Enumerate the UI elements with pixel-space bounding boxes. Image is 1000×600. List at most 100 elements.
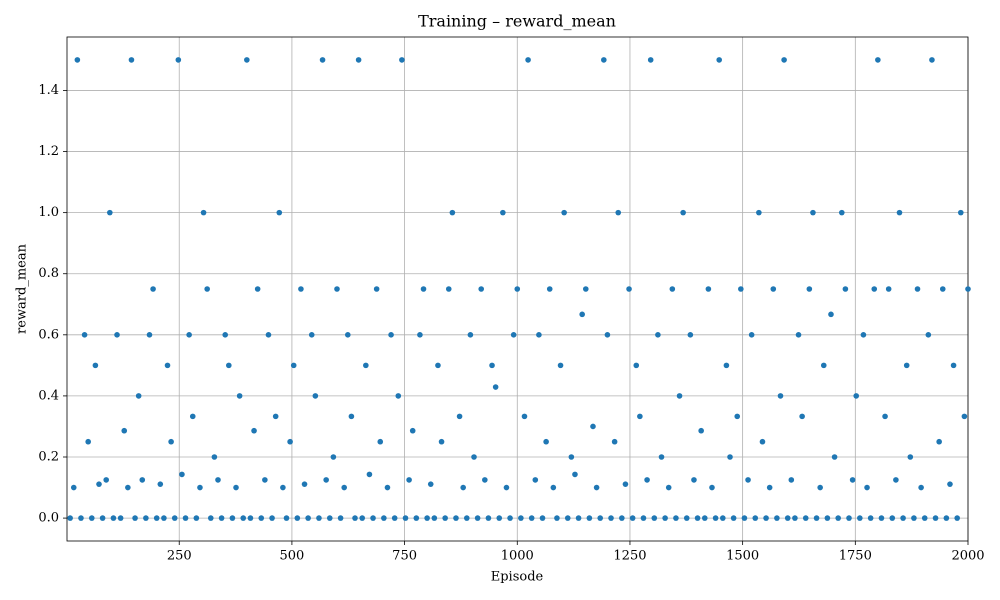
point — [319, 57, 326, 63]
y-tick-label: 1.4 — [38, 83, 59, 98]
x-tick-label: 1750 — [839, 549, 872, 564]
point — [590, 423, 596, 430]
point — [918, 484, 924, 491]
x-tick-label: 250 — [167, 549, 192, 564]
point — [701, 515, 708, 521]
point — [903, 362, 910, 369]
y-tick-label: 0.4 — [38, 388, 59, 403]
point — [420, 286, 427, 292]
point — [882, 413, 888, 420]
point — [849, 477, 856, 483]
point — [896, 209, 903, 216]
point — [348, 413, 355, 420]
point — [604, 332, 611, 338]
point — [608, 515, 614, 521]
point — [474, 515, 481, 521]
point — [337, 515, 344, 521]
point — [482, 477, 488, 483]
point — [272, 413, 279, 420]
point — [377, 438, 384, 445]
point — [572, 471, 578, 478]
point — [615, 209, 622, 216]
point — [438, 438, 445, 445]
point — [280, 484, 286, 491]
point — [658, 454, 665, 460]
point — [734, 413, 741, 420]
point — [373, 286, 380, 292]
point — [788, 477, 795, 483]
point — [799, 413, 805, 420]
point — [189, 413, 196, 420]
point — [727, 454, 733, 460]
point — [146, 332, 153, 338]
point — [741, 515, 748, 521]
point — [179, 471, 185, 478]
point — [777, 393, 784, 399]
point — [175, 57, 182, 63]
x-tick-label: 1500 — [726, 549, 759, 564]
point — [766, 484, 773, 491]
point — [575, 515, 582, 521]
point — [539, 515, 546, 521]
point — [395, 393, 402, 399]
point — [298, 286, 304, 292]
point — [262, 477, 268, 483]
y-tick-label: 0.8 — [38, 266, 59, 281]
chart-title: Training – reward_mean — [418, 12, 616, 31]
point — [305, 515, 311, 521]
point — [449, 209, 456, 216]
point — [568, 454, 575, 460]
point — [402, 515, 409, 521]
point — [316, 515, 322, 521]
point — [943, 515, 950, 521]
point — [139, 477, 146, 483]
point — [723, 362, 730, 369]
point — [911, 515, 917, 521]
point — [226, 362, 232, 369]
point — [626, 286, 632, 292]
point — [561, 209, 567, 216]
point — [70, 484, 77, 491]
point — [907, 454, 914, 460]
point — [802, 515, 809, 521]
point — [445, 286, 452, 292]
x-tick-label: 1000 — [501, 549, 534, 564]
point — [601, 57, 607, 63]
point — [579, 311, 585, 318]
point — [456, 413, 463, 420]
point — [424, 515, 430, 521]
point — [406, 477, 412, 483]
x-tick-label: 500 — [279, 549, 304, 564]
point — [334, 286, 340, 292]
point — [381, 515, 387, 521]
point — [399, 57, 405, 63]
point — [738, 286, 744, 292]
point — [961, 413, 968, 420]
point — [521, 413, 528, 420]
point — [950, 362, 957, 369]
point — [471, 454, 477, 460]
point — [694, 515, 701, 521]
point — [388, 332, 394, 338]
point — [665, 484, 672, 491]
point — [792, 515, 798, 521]
point — [215, 477, 221, 483]
point — [705, 286, 712, 292]
point — [820, 362, 827, 369]
point — [619, 515, 625, 521]
point — [810, 209, 816, 216]
point — [528, 515, 535, 521]
point — [442, 515, 448, 521]
point — [680, 209, 686, 216]
point — [496, 515, 503, 521]
point — [806, 286, 813, 292]
point — [276, 209, 283, 216]
point — [712, 515, 719, 521]
point — [759, 438, 766, 445]
point — [330, 454, 337, 460]
point — [96, 481, 102, 487]
point — [247, 515, 254, 521]
point — [323, 477, 329, 483]
point — [687, 332, 694, 338]
point — [103, 477, 110, 483]
